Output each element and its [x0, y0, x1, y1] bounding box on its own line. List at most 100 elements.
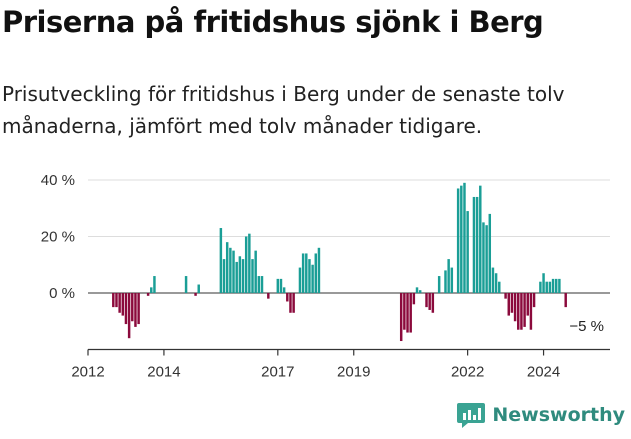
bar — [425, 293, 428, 308]
bar — [115, 293, 118, 308]
bar — [305, 253, 308, 293]
bar — [460, 185, 463, 293]
bar — [504, 293, 507, 299]
bar — [235, 261, 238, 293]
bar — [279, 278, 283, 293]
bar — [194, 293, 197, 296]
bar — [520, 293, 523, 330]
bar — [251, 259, 254, 293]
bar — [447, 259, 450, 293]
bar — [298, 267, 302, 293]
bar — [197, 284, 200, 293]
bar — [479, 185, 482, 293]
bar — [558, 278, 561, 293]
bar — [507, 293, 510, 316]
bar — [292, 293, 295, 313]
bars — [112, 182, 567, 342]
bar — [282, 287, 286, 293]
bar — [225, 242, 229, 293]
bar — [112, 293, 115, 308]
bar — [286, 293, 289, 302]
bar — [146, 293, 150, 296]
x-tick-label: 2022 — [451, 364, 484, 381]
bar — [409, 293, 412, 333]
page-subtitle: Prisutveckling för fritidshus i Berg und… — [2, 82, 565, 138]
bar — [118, 293, 121, 313]
y-tick-label: 40 % — [41, 172, 75, 189]
bar — [134, 293, 137, 327]
bar — [150, 287, 153, 293]
page-title: Priserna på fritidshus sjönk i Berg — [2, 5, 544, 39]
bar — [548, 281, 552, 293]
bar — [532, 293, 536, 308]
bar — [314, 253, 318, 293]
y-tick-label: 0 % — [49, 285, 75, 302]
bar — [127, 293, 131, 339]
bar — [399, 293, 403, 342]
bar — [137, 293, 140, 325]
axis-labels: 0 % 20 % 40 % 2012 2014 2017 2019 2022 2024 — [41, 172, 560, 381]
bar — [254, 250, 257, 293]
axes — [87, 348, 610, 356]
bar — [301, 253, 305, 293]
bar — [267, 293, 270, 299]
newsworthy-logo-icon — [457, 403, 486, 428]
bar — [276, 278, 280, 293]
bar — [491, 267, 495, 293]
bar — [289, 293, 292, 313]
x-tick-label: 2012 — [71, 364, 104, 381]
bar — [403, 293, 406, 330]
x-tick-label: 2017 — [261, 364, 294, 381]
bar — [450, 267, 454, 293]
brand-name: Newsworthy — [492, 404, 625, 426]
bar — [317, 247, 321, 293]
bar — [248, 233, 251, 293]
bar — [551, 278, 555, 293]
bar — [485, 225, 488, 293]
bar — [428, 293, 431, 310]
bar — [517, 293, 520, 330]
bar — [260, 276, 264, 293]
bar — [475, 196, 479, 293]
brand-logo: Newsworthy — [456, 401, 625, 429]
bar — [124, 293, 128, 325]
bar — [523, 293, 526, 327]
bar — [472, 196, 476, 293]
bar — [545, 281, 548, 293]
bar — [229, 247, 232, 293]
bar — [456, 188, 460, 293]
bar — [241, 259, 245, 293]
bar — [494, 273, 498, 293]
bar — [510, 293, 514, 313]
bar — [222, 259, 226, 293]
bar — [529, 293, 533, 330]
bar — [542, 273, 545, 293]
bar — [153, 276, 156, 293]
bar — [526, 293, 529, 316]
gridlines — [88, 179, 610, 294]
bar — [412, 293, 416, 305]
bar — [308, 259, 311, 293]
bar — [232, 250, 235, 293]
bar — [244, 236, 248, 293]
bar — [406, 293, 409, 333]
x-tick-label: 2024 — [527, 364, 560, 381]
last-value-annotation: −5 % — [569, 318, 604, 335]
bar — [498, 281, 501, 293]
bar — [513, 293, 517, 322]
bar — [131, 293, 134, 322]
bar — [539, 281, 542, 293]
bar — [311, 264, 314, 293]
bar — [463, 182, 466, 293]
bar — [482, 222, 485, 293]
bar — [564, 293, 567, 308]
bar — [257, 276, 261, 293]
bar — [488, 213, 492, 293]
bar — [466, 211, 469, 293]
bar — [415, 287, 419, 293]
bar — [437, 276, 441, 293]
y-tick-label: 20 % — [41, 229, 75, 246]
bar — [121, 293, 125, 316]
bar — [431, 293, 435, 313]
